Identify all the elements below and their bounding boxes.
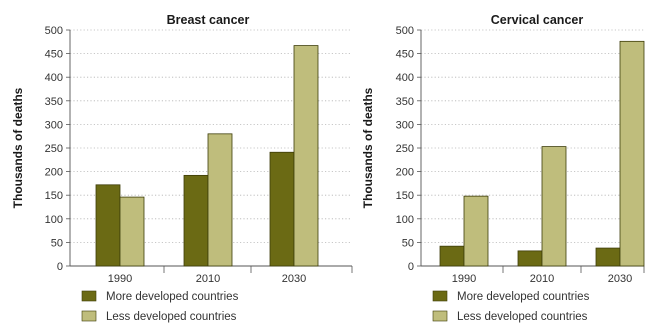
legend-swatch-more-developed: [432, 290, 448, 302]
y-tick-label: 0: [57, 261, 63, 273]
legend-label: More developed countries: [106, 291, 239, 303]
y-tick-label: 50: [51, 237, 63, 249]
bar-more-developed-2030: [595, 247, 621, 267]
y-tick-label: 400: [45, 72, 63, 84]
bar-less-developed-1990: [119, 196, 145, 267]
legend-label: Less developed countries: [457, 311, 588, 323]
bar-more-developed-2010: [183, 174, 209, 267]
bar-more-developed-1990: [95, 184, 121, 267]
bar-less-developed-2030: [619, 40, 645, 267]
y-tick-label: 300: [396, 119, 414, 131]
y-tick-label: 250: [45, 143, 63, 155]
cervical-cancer-legend: More developed countries Less developed c…: [432, 290, 590, 323]
bar-less-developed-2030: [293, 45, 319, 267]
bar-less-developed-2010: [541, 146, 567, 267]
y-tick-label: 150: [396, 190, 414, 202]
bar-more-developed-1990: [439, 245, 465, 267]
bar-less-developed-1990: [463, 195, 489, 267]
x-tick-label: 1990: [452, 273, 476, 285]
y-tick-label: 400: [396, 72, 414, 84]
legend-swatch-less-developed: [81, 310, 97, 322]
y-axis-label: Thousands of deaths: [361, 87, 375, 208]
y-tick-label: 100: [45, 214, 63, 226]
breast-cancer-chart: Breast cancer Thousands of deaths 0 50 100 15…: [11, 13, 353, 285]
bar-more-developed-2030: [269, 151, 295, 267]
bar-more-developed-2010: [517, 250, 543, 267]
y-tick-label: 0: [408, 261, 414, 273]
y-tick-label: 200: [396, 167, 414, 179]
y-tick-label: 200: [45, 167, 63, 179]
y-tick-label: 100: [396, 214, 414, 226]
legend-label: Less developed countries: [106, 311, 237, 323]
chart-title: Breast cancer: [167, 13, 250, 27]
y-tick-label: 500: [45, 25, 63, 37]
x-tick-label: 2010: [530, 273, 554, 285]
breast-cancer-legend: More developed countries Less developed c…: [81, 290, 239, 323]
chart-title: Cervical cancer: [491, 13, 584, 27]
x-tick-label: 2030: [282, 273, 306, 285]
x-tick-label: 2030: [608, 273, 632, 285]
y-axis-label: Thousands of deaths: [11, 87, 25, 208]
x-tick-label: 2010: [196, 273, 220, 285]
y-tick-label: 150: [45, 190, 63, 202]
bar-less-developed-2010: [207, 133, 233, 267]
cervical-cancer-chart: Cervical cancer Thousands of deaths 0 50 100…: [361, 13, 645, 285]
y-tick-label: 350: [45, 96, 63, 108]
y-tick-label: 500: [396, 25, 414, 37]
y-tick-label: 350: [396, 96, 414, 108]
x-tick-label: 1990: [108, 273, 132, 285]
legend-label: More developed countries: [457, 291, 590, 303]
y-tick-label: 450: [45, 49, 63, 61]
y-tick-label: 300: [45, 119, 63, 131]
y-tick-label: 50: [402, 237, 414, 249]
y-tick-label: 250: [396, 143, 414, 155]
y-tick-label: 450: [396, 49, 414, 61]
legend-swatch-more-developed: [81, 290, 97, 302]
legend-swatch-less-developed: [432, 310, 448, 322]
